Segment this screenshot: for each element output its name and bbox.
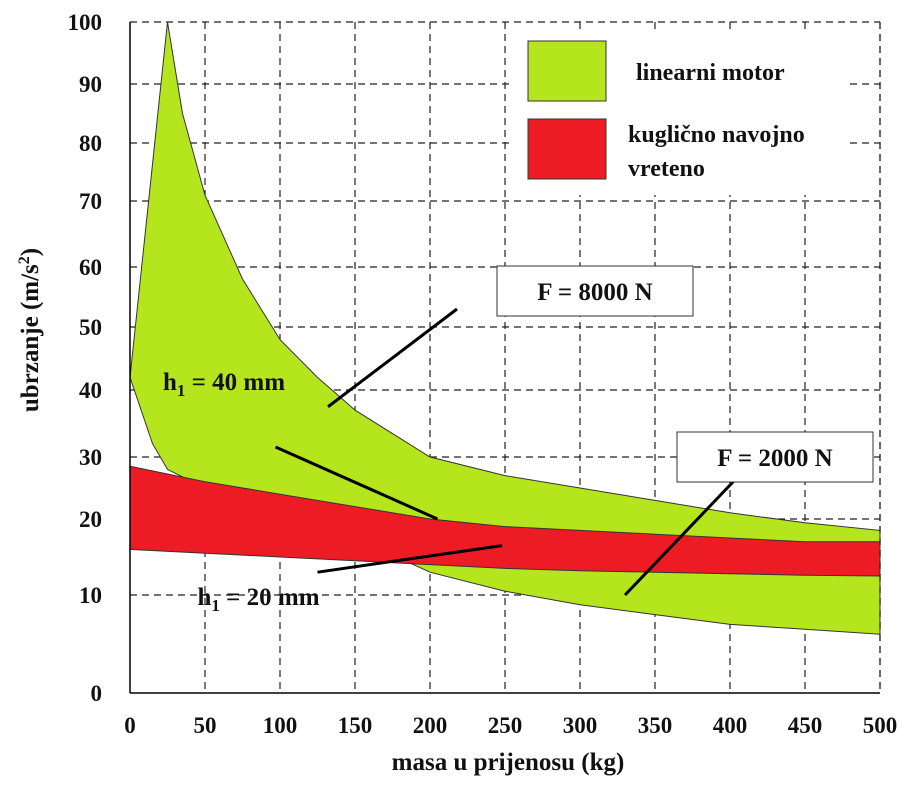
legend-swatch-navojno-vreteno bbox=[527, 118, 607, 180]
x-tick-label: 500 bbox=[863, 713, 898, 738]
x-tick-label: 400 bbox=[713, 713, 748, 738]
y-tick-label: 30 bbox=[79, 445, 102, 470]
annotation-label-h: h bbox=[198, 584, 212, 611]
x-tick-label: 50 bbox=[194, 713, 217, 738]
x-tick-label: 300 bbox=[563, 713, 598, 738]
annotation-label-h: h bbox=[163, 369, 177, 396]
legend: linearni motor kuglično navojno vreteno bbox=[512, 30, 850, 195]
x-tick-label: 0 bbox=[124, 713, 136, 738]
y-axis-label-end: ) bbox=[17, 248, 44, 256]
annotation-label: h1 = 20 mm bbox=[198, 584, 320, 615]
annotation-label-sub: 1 bbox=[177, 381, 186, 400]
x-tick-label: 350 bbox=[638, 713, 673, 738]
legend-label-line-1: kuglično navojno bbox=[628, 122, 805, 148]
x-tick-label: 100 bbox=[263, 713, 298, 738]
annotation-box bbox=[676, 431, 874, 483]
annotation-leader bbox=[317, 544, 503, 574]
y-tick-label: 20 bbox=[79, 507, 102, 532]
x-tick-label: 150 bbox=[338, 713, 373, 738]
annotation-leader bbox=[274, 445, 439, 521]
annotation-leader bbox=[623, 468, 747, 597]
y-tick-label: 70 bbox=[79, 189, 102, 214]
legend-label-navojno-vreteno: kuglično navojno vreteno bbox=[628, 122, 805, 182]
y-tick-label: 40 bbox=[79, 378, 102, 403]
x-axis-label: masa u prijenosu (kg) bbox=[392, 749, 625, 776]
y-tick-label: 10 bbox=[79, 583, 102, 608]
annotation-box bbox=[496, 265, 694, 317]
y-tick-label: 90 bbox=[79, 72, 102, 97]
annotation-label-rest: = 20 mm bbox=[220, 584, 320, 611]
annotation-label-rest: = 40 mm bbox=[185, 369, 285, 396]
y-tick-label: 0 bbox=[91, 681, 103, 706]
y-axis-label-main: ubrzanje (m/s bbox=[17, 264, 44, 412]
annotation-label: h1 = 40 mm bbox=[163, 369, 285, 400]
x-tick-label: 200 bbox=[413, 713, 448, 738]
y-tick-label: 100 bbox=[68, 10, 103, 35]
y-axis-label-sup: 2 bbox=[16, 256, 33, 264]
annotation-label-sub: 1 bbox=[211, 596, 220, 615]
legend-label-line-2: vreteno bbox=[628, 156, 705, 182]
annotation-leader bbox=[327, 307, 458, 408]
y-axis-label: ubrzanje (m/s2) bbox=[16, 248, 44, 412]
x-tick-label: 250 bbox=[488, 713, 523, 738]
legend-label-linearni-motor: linearni motor bbox=[636, 60, 785, 86]
legend-swatch-linearni-motor bbox=[527, 40, 607, 102]
annotation-label: F = 8000 N bbox=[537, 279, 652, 306]
y-tick-label: 50 bbox=[79, 315, 102, 340]
x-tick-label: 450 bbox=[788, 713, 823, 738]
tick-labels: 0 50 100 150 200 250 300 350 400 450 500 0 10 20 30 40 5… bbox=[68, 10, 898, 738]
axes bbox=[129, 22, 881, 694]
annotation-label: F = 2000 N bbox=[717, 445, 832, 472]
y-tick-label: 60 bbox=[79, 255, 102, 280]
y-tick-label: 80 bbox=[79, 131, 102, 156]
